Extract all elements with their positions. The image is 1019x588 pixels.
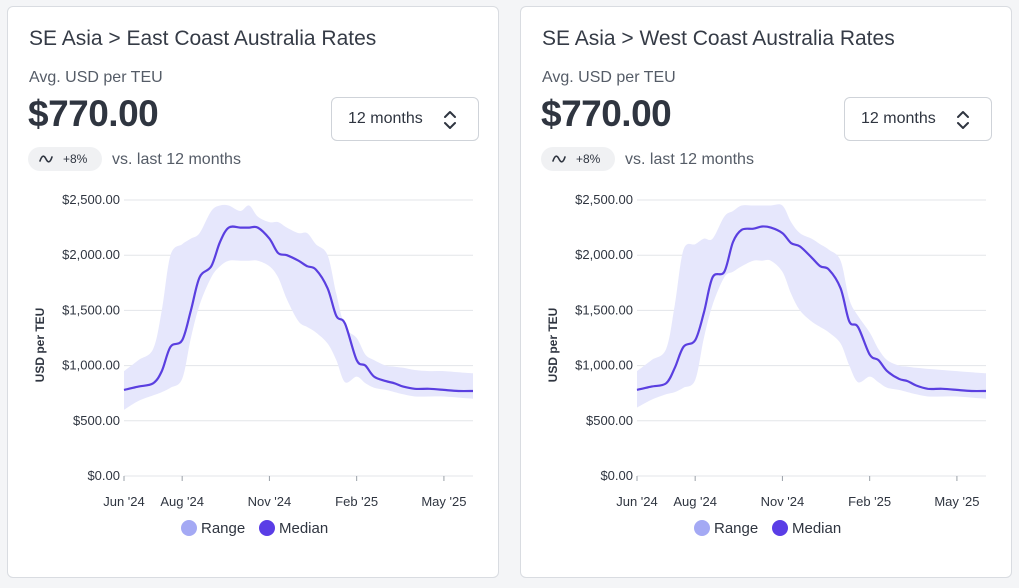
x-tick-label: Jun '24 xyxy=(616,494,658,509)
y-tick-label: $1,000.00 xyxy=(575,358,633,373)
x-tick-label: Aug '24 xyxy=(160,494,204,509)
y-tick-label: $0.00 xyxy=(87,468,120,483)
y-tick-label: $0.00 xyxy=(600,468,633,483)
x-tick-label: Feb '25 xyxy=(848,494,891,509)
legend-label-median: Median xyxy=(792,520,841,537)
chevron-up-down-icon xyxy=(444,111,456,129)
y-tick-label: $2,500.00 xyxy=(62,192,120,207)
change-badge-value: +8% xyxy=(576,152,601,166)
x-tick-label: Feb '25 xyxy=(335,494,378,509)
change-badge: +8% xyxy=(541,147,615,171)
y-tick-label: $1,000.00 xyxy=(62,358,120,373)
rates-chart: $0.00 $500.00 $1,000.00 $1,500.00 $2,000.00 $… xyxy=(546,192,987,537)
x-tick-label: Nov '24 xyxy=(248,494,292,509)
y-tick-label: $2,000.00 xyxy=(575,247,633,262)
x-tick-label: Aug '24 xyxy=(673,494,717,509)
y-axis-label: USD per TEU xyxy=(33,308,47,383)
rate-card-east: SE Asia > East Coast Australia Rates Avg… xyxy=(7,6,499,578)
period-select-value: 12 months xyxy=(861,110,936,127)
metric-value: $770.00 xyxy=(28,93,159,134)
y-tick-label: $500.00 xyxy=(73,413,120,428)
change-badge: +8% xyxy=(28,147,102,171)
series-median-line xyxy=(123,225,474,393)
legend-label-range: Range xyxy=(201,520,245,537)
legend-label-median: Median xyxy=(279,520,328,537)
y-axis-label: USD per TEU xyxy=(546,308,560,383)
y-tick-label: $1,500.00 xyxy=(62,302,120,317)
x-tick-label: May '25 xyxy=(421,494,466,509)
y-tick-label: $500.00 xyxy=(586,413,633,428)
metric-value: $770.00 xyxy=(541,93,672,134)
series-range-band xyxy=(124,204,473,410)
change-badge-value: +8% xyxy=(63,152,88,166)
series-median-line xyxy=(636,225,987,393)
legend-swatch-range xyxy=(181,520,197,536)
x-tick-label: Jun '24 xyxy=(103,494,145,509)
card-title: SE Asia > East Coast Australia Rates xyxy=(29,27,377,50)
period-select-value: 12 months xyxy=(348,110,423,127)
rate-card-west: SE Asia > West Coast Australia Rates Avg… xyxy=(520,6,1012,578)
y-tick-label: $1,500.00 xyxy=(575,302,633,317)
rates-chart: $0.00 $500.00 $1,000.00 $1,500.00 $2,000.00 $… xyxy=(33,192,474,537)
trend-icon xyxy=(39,155,53,163)
card-title: SE Asia > West Coast Australia Rates xyxy=(542,27,895,50)
x-tick-label: Nov '24 xyxy=(761,494,805,509)
change-comparison-text: vs. last 12 months xyxy=(625,151,754,168)
metric-label: Avg. USD per TEU xyxy=(29,69,163,86)
y-tick-label: $2,500.00 xyxy=(575,192,633,207)
legend-swatch-range xyxy=(694,520,710,536)
legend-swatch-median xyxy=(259,520,275,536)
series-range-band xyxy=(637,204,986,408)
legend-label-range: Range xyxy=(714,520,758,537)
legend-swatch-median xyxy=(772,520,788,536)
period-select[interactable]: 12 months xyxy=(844,97,992,141)
trend-icon xyxy=(552,155,566,163)
period-select[interactable]: 12 months xyxy=(331,97,479,141)
metric-label: Avg. USD per TEU xyxy=(542,69,676,86)
y-tick-label: $2,000.00 xyxy=(62,247,120,262)
x-tick-label: May '25 xyxy=(934,494,979,509)
change-comparison-text: vs. last 12 months xyxy=(112,151,241,168)
chevron-up-down-icon xyxy=(957,111,969,129)
